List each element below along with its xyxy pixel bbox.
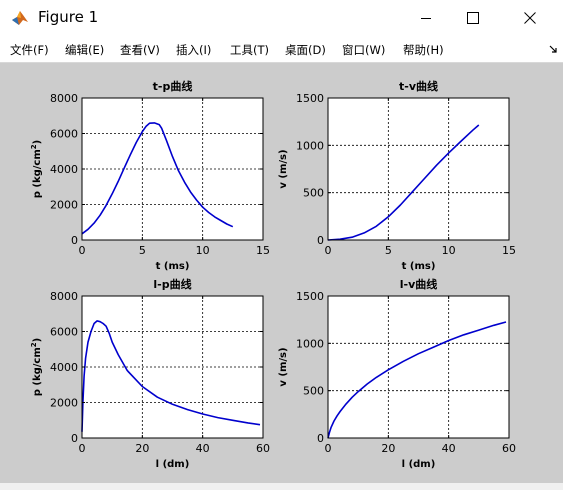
x-tick-label: 0 — [325, 244, 332, 257]
y-tick-label: 6000 — [50, 128, 78, 141]
window-title: Figure 1 — [38, 8, 99, 26]
menu-bar: 文件(F) 编辑(E) 查看(V) 插入(I) 工具(T) 桌面(D) 窗口(W… — [0, 38, 563, 62]
x-tick-label: 60 — [256, 442, 270, 455]
y-tick-label: 0 — [317, 234, 324, 247]
series-line — [81, 122, 234, 235]
chart-title: t-p曲线 — [153, 79, 193, 93]
axes-background — [82, 296, 263, 438]
title-bar[interactable]: Figure 1 — [0, 0, 563, 38]
matlab-logo-icon — [12, 11, 28, 25]
x-tick-label: 0 — [325, 442, 332, 455]
x-tick-label: 20 — [135, 442, 149, 455]
axes-background — [328, 296, 509, 438]
y-tick-label: 6000 — [50, 326, 78, 339]
x-tick-label: 5 — [139, 244, 146, 257]
minimize-button[interactable] — [403, 0, 449, 36]
series-line — [81, 320, 261, 432]
y-axis-label: v (m/s) — [278, 149, 289, 188]
axes-background — [328, 98, 509, 240]
axes-frame — [327, 97, 510, 241]
menu-file[interactable]: 文件(F) — [10, 43, 49, 57]
x-axis-label: t (ms) — [156, 261, 190, 272]
y-axis-label: p (kg/cm2) — [30, 338, 43, 396]
y-tick-label: 1500 — [296, 290, 324, 303]
dock-arrow-icon[interactable] — [549, 45, 557, 53]
menu-help[interactable]: 帮助(H) — [403, 43, 444, 57]
series-line — [327, 321, 507, 439]
y-tick-label: 1000 — [296, 337, 324, 350]
x-tick-label: 5 — [385, 244, 392, 257]
x-tick-label: 15 — [502, 244, 516, 257]
chart-title: t-v曲线 — [399, 79, 438, 93]
y-tick-label: 2000 — [50, 199, 78, 212]
y-tick-label: 1000 — [296, 139, 324, 152]
close-button[interactable] — [507, 0, 553, 36]
axes-4: 0 20 40 60 0 500 1000 1500 l-v曲线 l (dm) v (m/s) — [278, 277, 516, 470]
y-tick-label: 4000 — [50, 361, 78, 374]
y-tick-label: 8000 — [50, 92, 78, 105]
x-tick-label: 10 — [442, 244, 456, 257]
menu-insert[interactable]: 插入(I) — [176, 43, 212, 57]
minimize-icon — [421, 18, 431, 19]
x-tick-label: 10 — [196, 244, 210, 257]
chart-title: l-p曲线 — [153, 277, 191, 291]
x-axis-label: t (ms) — [402, 261, 436, 272]
x-tick-label: 0 — [79, 442, 86, 455]
x-axis-label: l (dm) — [156, 459, 190, 470]
x-axis-label: l (dm) — [402, 459, 436, 470]
x-tick-label: 40 — [196, 442, 210, 455]
axes-1: 0 5 10 15 0 2000 4000 6000 8000 t-p曲线 t (ms) p (kg/… — [30, 79, 270, 272]
y-tick-label: 0 — [317, 432, 324, 445]
x-tick-label: 20 — [381, 442, 395, 455]
y-axis-label: p (kg/cm2) — [30, 140, 43, 198]
y-tick-label: 4000 — [50, 163, 78, 176]
y-axis-label: v (m/s) — [278, 347, 289, 386]
close-icon — [524, 12, 536, 24]
maximize-button[interactable] — [450, 0, 496, 36]
menu-window[interactable]: 窗口(W) — [342, 43, 386, 57]
figure-canvas: 0 5 10 15 0 2000 4000 6000 8000 t-p曲线 t (ms) p (kg/… — [0, 63, 563, 483]
axes-frame — [327, 295, 510, 439]
x-tick-label: 0 — [79, 244, 86, 257]
menu-edit[interactable]: 编辑(E) — [65, 43, 105, 57]
series-line — [327, 124, 480, 241]
menu-tools[interactable]: 工具(T) — [230, 43, 269, 57]
chart-title: l-v曲线 — [400, 277, 438, 291]
y-tick-label: 2000 — [50, 397, 78, 410]
y-tick-label: 0 — [71, 432, 78, 445]
menu-view[interactable]: 查看(V) — [120, 43, 160, 57]
axes-background — [82, 98, 263, 240]
y-tick-label: 0 — [71, 234, 78, 247]
bottom-strip — [0, 483, 563, 490]
maximize-icon — [467, 12, 479, 24]
y-tick-label: 1500 — [296, 92, 324, 105]
axes-2: 0 5 10 15 0 500 1000 1500 t-v曲线 t (ms) v (m/s) — [278, 79, 516, 272]
x-tick-label: 40 — [442, 442, 456, 455]
menu-desktop[interactable]: 桌面(D) — [285, 43, 326, 57]
y-tick-label: 8000 — [50, 290, 78, 303]
y-tick-label: 500 — [303, 385, 324, 398]
menu-divider — [0, 62, 563, 63]
x-tick-label: 60 — [502, 442, 516, 455]
y-tick-label: 500 — [303, 187, 324, 200]
axes-3: 0 20 40 60 0 2000 4000 6000 8000 l-p曲线 l (dm) p (kg… — [30, 277, 270, 470]
x-tick-label: 15 — [256, 244, 270, 257]
